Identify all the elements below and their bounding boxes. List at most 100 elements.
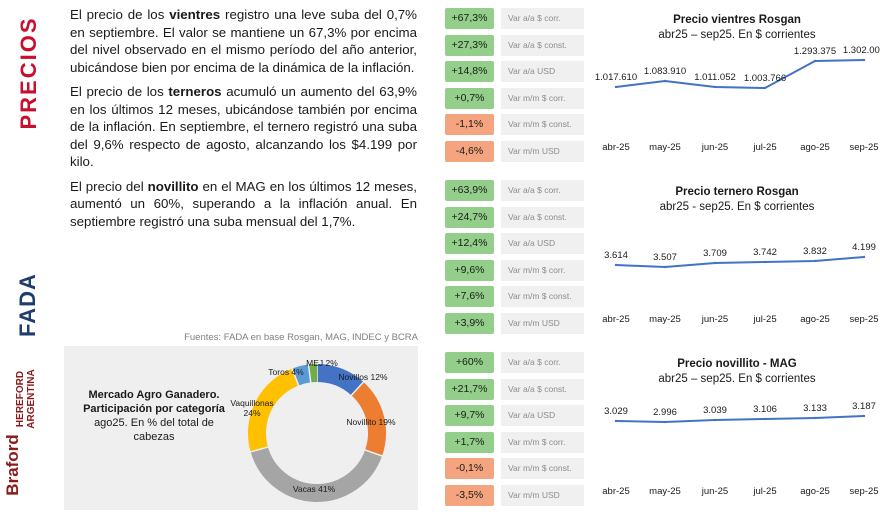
paragraph-novillito: El precio del novillito en el MAG en los… bbox=[70, 178, 417, 229]
slice-separator bbox=[307, 362, 312, 385]
data-point bbox=[763, 417, 767, 421]
donut-slice bbox=[250, 446, 383, 502]
sidebar: PRECIOS FADA HEREFORD ARGENTINA Braford bbox=[0, 0, 56, 512]
donut-slice bbox=[351, 382, 386, 456]
donut-chart: Novillos 12% Novillito 19% Vacas 41% Vaquil… bbox=[230, 358, 396, 502]
x-tick-label: may-25 bbox=[649, 486, 681, 497]
x-tick-label: ago-25 bbox=[800, 314, 830, 325]
data-point bbox=[663, 420, 667, 424]
data-point bbox=[763, 260, 767, 264]
slice-label: Vaquillonas 24% bbox=[230, 398, 273, 418]
stat-value-badge: +9,7% bbox=[445, 405, 494, 426]
stat-value-badge: -3,5% bbox=[445, 484, 494, 506]
slice-label: Toros 4% bbox=[268, 367, 304, 377]
data-point bbox=[862, 255, 866, 259]
chart-novillito: 3.029 abr-25 2.996 may-25 3.039 jun-25 3.106 ju… bbox=[594, 349, 880, 504]
slice-label: Novillito 19% bbox=[346, 417, 396, 427]
pie-panel: Mercado Agro Ganadero. Participación por… bbox=[64, 346, 418, 510]
stat-label: Var a/a $ const. bbox=[501, 34, 584, 56]
data-point bbox=[862, 414, 866, 418]
x-tick-label: abr-25 bbox=[602, 486, 629, 497]
x-tick-label: sep-25 bbox=[849, 142, 878, 153]
data-label: 1.017.610 bbox=[595, 72, 637, 83]
stat-value-badge: -0,1% bbox=[445, 458, 494, 479]
data-label: 1.083.910 bbox=[644, 66, 686, 77]
stat-row: +1,7% Var m/m $ corr. bbox=[445, 429, 587, 456]
stat-row: +14,8% Var a/a USD bbox=[445, 58, 587, 85]
stat-value-badge: +24,7% bbox=[445, 206, 494, 228]
slice-separator bbox=[349, 380, 366, 398]
stat-value-badge: +3,9% bbox=[445, 312, 494, 334]
stat-row: +9,6% Var m/m $ corr. bbox=[445, 257, 587, 284]
stat-value-badge: +60% bbox=[445, 352, 494, 373]
data-label: 1.003.766 bbox=[744, 73, 786, 84]
stat-value-badge: +67,3% bbox=[445, 8, 494, 29]
data-label: 1.293.375 bbox=[794, 46, 836, 57]
stat-value-badge: +9,6% bbox=[445, 259, 494, 281]
stat-value-badge: +7,6% bbox=[445, 286, 494, 307]
pie-caption: Mercado Agro Ganadero. Participación por… bbox=[83, 389, 225, 443]
stat-label: Var m/m $ const. bbox=[501, 114, 584, 135]
stat-row: +12,4% Var a/a USD bbox=[445, 230, 587, 257]
paragraph-terneros: El precio de los terneros acumuló un aum… bbox=[70, 84, 418, 169]
stats-vientres: +67,3% Var a/a $ corr. +27,3% Var a/a $ con… bbox=[445, 5, 587, 164]
data-point bbox=[713, 85, 717, 89]
slice-separator bbox=[362, 448, 385, 458]
slice-label: MEJ 2% bbox=[306, 358, 338, 368]
data-label: 3.507 bbox=[653, 252, 677, 263]
stat-label: Var m/m USD bbox=[501, 484, 584, 506]
stat-row: +3,9% Var m/m USD bbox=[445, 310, 587, 337]
x-tick-label: may-25 bbox=[649, 142, 681, 153]
braford-logo: Braford bbox=[3, 434, 22, 496]
body-text: El precio de los vientres registro una l… bbox=[70, 6, 417, 237]
data-point bbox=[813, 59, 817, 63]
x-tick-label: sep-25 bbox=[849, 486, 878, 497]
data-label: 4.199 bbox=[852, 242, 876, 253]
stat-value-badge: +0,7% bbox=[445, 87, 494, 109]
stat-row: +67,3% Var a/a $ corr. bbox=[445, 5, 587, 32]
series-line bbox=[615, 256, 865, 269]
data-label: 3.832 bbox=[803, 246, 827, 257]
stat-row: -3,5% Var m/m USD bbox=[445, 482, 587, 509]
series-line bbox=[615, 59, 865, 90]
data-label: 3.039 bbox=[703, 405, 727, 416]
data-label: 1.011.052 bbox=[694, 72, 736, 83]
slice-label: Vacas 41% bbox=[293, 484, 336, 494]
stat-value-badge: +63,9% bbox=[445, 180, 494, 201]
donut-slice bbox=[316, 364, 364, 396]
stat-label: Var a/a USD bbox=[501, 405, 584, 426]
x-tick-label: abr-25 bbox=[602, 142, 629, 153]
data-label: 3.187 bbox=[852, 401, 876, 412]
data-label: 3.614 bbox=[604, 250, 628, 261]
stats-ternero: +63,9% Var a/a $ corr. +24,7% Var a/a $ con… bbox=[445, 177, 587, 336]
donut-slice bbox=[248, 368, 299, 452]
stat-label: Var m/m $ corr. bbox=[501, 259, 584, 281]
stat-value-badge: +1,7% bbox=[445, 431, 494, 453]
data-label: 2.996 bbox=[653, 407, 677, 418]
data-point bbox=[813, 416, 817, 420]
stat-label: Var m/m $ const. bbox=[501, 286, 584, 307]
data-label: 1.302.000 bbox=[843, 45, 880, 56]
stat-label: Var a/a $ corr. bbox=[501, 180, 584, 201]
data-label: 3.742 bbox=[753, 247, 777, 258]
stat-value-badge: +12,4% bbox=[445, 233, 494, 254]
section-title: PRECIOS bbox=[16, 16, 41, 130]
stat-label: Var a/a $ corr. bbox=[501, 8, 584, 29]
stat-row: -1,1% Var m/m $ const. bbox=[445, 111, 587, 138]
data-point bbox=[713, 418, 717, 422]
chart-ternero-title: Precio ternero Rosgan abr25 - sep25. En $… bbox=[659, 186, 815, 213]
stat-row: -0,1% Var m/m $ const. bbox=[445, 455, 587, 482]
source-note: Fuentes: FADA en base Rosgan, MAG, INDEC… bbox=[184, 332, 418, 343]
stat-row: +63,9% Var a/a $ corr. bbox=[445, 177, 587, 204]
stat-row: +7,6% Var m/m $ const. bbox=[445, 283, 587, 310]
stat-row: +60% Var a/a $ corr. bbox=[445, 349, 587, 376]
stats-novillito: +60% Var a/a $ corr. +21,7% Var a/a $ const… bbox=[445, 349, 587, 508]
x-tick-label: jun-25 bbox=[701, 486, 728, 497]
data-point bbox=[763, 86, 767, 90]
data-point bbox=[614, 419, 618, 423]
stat-label: Var m/m $ corr. bbox=[501, 431, 584, 453]
x-tick-label: sep-25 bbox=[849, 314, 878, 325]
chart-ternero: 3.614 abr-25 3.507 may-25 3.709 jun-25 3.742 ju… bbox=[594, 177, 880, 332]
stat-label: Var a/a $ const. bbox=[501, 206, 584, 228]
data-point bbox=[614, 263, 618, 267]
